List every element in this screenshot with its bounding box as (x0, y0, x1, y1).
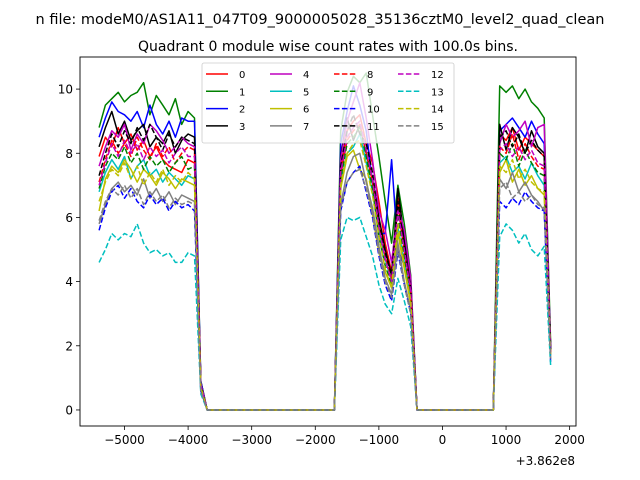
legend-label-4: 4 (303, 70, 309, 81)
legend-label-6: 6 (303, 105, 309, 116)
y-tick-label: 0 (65, 403, 73, 417)
legend-label-14: 14 (431, 105, 444, 116)
x-axis-offset-label: +3.862e8 (516, 454, 575, 468)
legend-label-11: 11 (367, 122, 380, 133)
x-tick-label: 0 (439, 433, 447, 447)
series-line-15 (98, 168, 552, 411)
chart-title: Quadrant 0 module wise count rates with … (138, 39, 518, 55)
y-tick-label: 6 (65, 211, 73, 225)
legend-label-8: 8 (367, 70, 373, 81)
legend-label-7: 7 (303, 122, 309, 133)
legend-label-15: 15 (431, 122, 444, 133)
y-tick-label: 2 (65, 339, 73, 353)
legend-label-0: 0 (239, 70, 245, 81)
x-tick-label: 2000 (554, 433, 585, 447)
x-tick-label: 1000 (491, 433, 522, 447)
x-tick-label: −3000 (231, 433, 272, 447)
legend-label-2: 2 (239, 105, 245, 116)
y-tick-label: 10 (58, 83, 73, 97)
axes-frame (79, 56, 577, 427)
y-tick-label: 4 (65, 275, 73, 289)
legend-label-9: 9 (367, 87, 373, 98)
legend-label-1: 1 (239, 87, 245, 98)
x-axis: −5000 −4000 −3000 −2000 −1000 0 1000 2000 (104, 426, 585, 447)
y-tick-label: 8 (65, 147, 73, 161)
legend-label-10: 10 (367, 105, 380, 116)
legend-label-3: 3 (239, 122, 245, 133)
legend-label-13: 13 (431, 87, 444, 98)
y-axis: 0 2 4 6 8 10 (58, 83, 80, 417)
legend-label-12: 12 (431, 70, 444, 81)
x-tick-label: −5000 (104, 433, 145, 447)
figure-suptitle: n file: modeM0/AS1A11_047T09_9000005028_… (36, 12, 605, 28)
series-layer (98, 72, 552, 411)
legend-frame (201, 62, 455, 144)
x-tick-label: −1000 (359, 433, 400, 447)
legend-label-5: 5 (303, 87, 309, 98)
x-tick-label: −2000 (295, 433, 336, 447)
x-tick-label: −4000 (168, 433, 209, 447)
plot-area: −5000 −4000 −3000 −2000 −1000 0 1000 2000 0 2 4 6 8… (58, 56, 585, 468)
